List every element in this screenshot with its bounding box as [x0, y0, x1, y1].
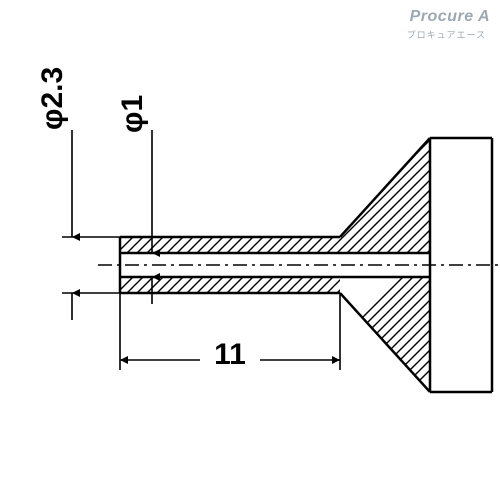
dim-inner-dia-text: φ1 [116, 95, 149, 133]
watermark-tagline: プロキュアエース [407, 28, 486, 41]
technical-drawing: φ2.3 φ1 11 [0, 0, 500, 500]
hatch-upper-tube [110, 230, 360, 260]
hatch-lower-tube [110, 270, 360, 300]
dim-length-text: 11 [214, 338, 246, 371]
watermark-brand: Procure A [410, 8, 490, 26]
dim-outer-dia: φ2.3 [36, 67, 120, 320]
dim-inner-dia: φ1 [116, 95, 152, 304]
hatch-lower-cone [270, 270, 500, 410]
dim-length: 11 [120, 293, 340, 371]
hatch-upper-cone [260, 140, 500, 280]
dim-outer-dia-text: φ2.3 [36, 67, 69, 130]
cone-bot [340, 293, 430, 392]
